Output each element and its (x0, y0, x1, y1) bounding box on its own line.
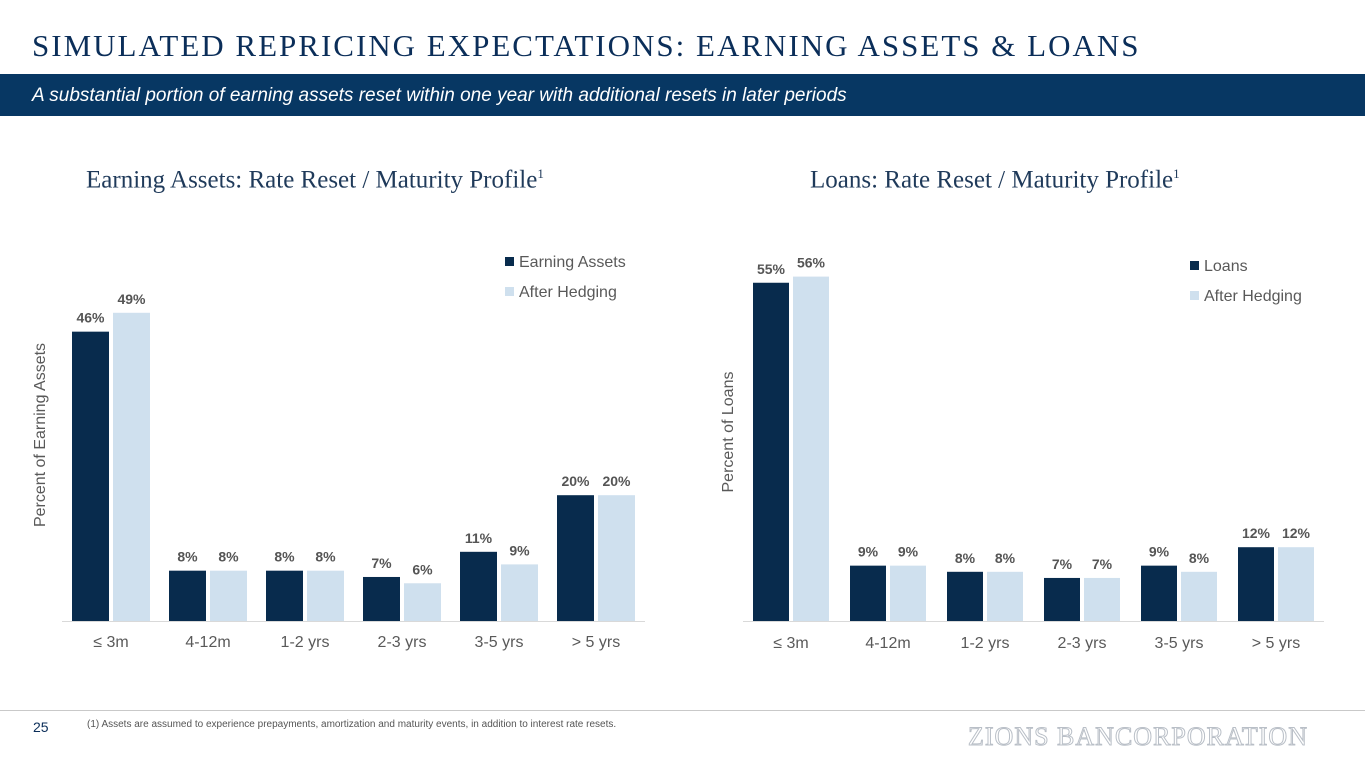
loans-category-label-5: > 5 yrs (1252, 635, 1300, 652)
earning-data-label-primary-4: 11% (465, 530, 493, 546)
earning-data-label-hedged-2: 8% (315, 549, 336, 565)
loans-bar-hedged-2 (987, 571, 1023, 621)
page-number: 25 (33, 719, 49, 735)
earning-bar-primary-1 (169, 570, 206, 621)
footnote: (1) Assets are assumed to experience pre… (87, 719, 617, 730)
earning-data-label-hedged-3: 6% (412, 561, 433, 577)
loans-chart-title: Loans: Rate Reset / Maturity Profile1 (810, 166, 1180, 194)
loans-category-label-3: 2-3 yrs (1058, 635, 1107, 652)
earning-legend-swatch-0 (505, 257, 514, 266)
earning-data-label-hedged-5: 20% (602, 473, 631, 489)
earning-bar-hedged-5 (598, 495, 635, 621)
loans-data-label-hedged-3: 7% (1092, 556, 1113, 572)
footer-divider (0, 710, 1365, 711)
earning-bar-primary-2 (266, 570, 303, 621)
earning-legend-label-0: Earning Assets (519, 254, 626, 271)
earning-bar-hedged-1 (210, 570, 247, 621)
loans-legend-label-0: Loans (1204, 258, 1248, 275)
company-logo: ZIONS BANCORPORATION (968, 722, 1308, 752)
earning-category-label-5: > 5 yrs (572, 634, 620, 651)
loans-category-label-1: 4-12m (865, 635, 910, 652)
loans-data-label-primary-4: 9% (1149, 544, 1170, 560)
earning-bar-hedged-0 (113, 312, 150, 621)
loans-bar-hedged-5 (1278, 547, 1314, 621)
loans-bar-primary-3 (1044, 577, 1080, 621)
loans-data-label-primary-5: 12% (1242, 525, 1271, 541)
earning-bar-primary-0 (72, 331, 109, 621)
loans-data-label-primary-3: 7% (1052, 556, 1073, 572)
loans-category-label-2: 1-2 yrs (961, 635, 1010, 652)
loans-bar-primary-2 (947, 571, 983, 621)
earning-legend-label-1: After Hedging (519, 284, 617, 301)
loans-data-label-hedged-5: 12% (1282, 525, 1311, 541)
earning-bar-hedged-3 (404, 583, 441, 621)
earning-category-label-2: 1-2 yrs (281, 634, 330, 651)
earning-data-label-primary-2: 8% (274, 549, 295, 565)
loans-data-label-primary-2: 8% (955, 550, 976, 566)
loans-bar-primary-0 (753, 282, 789, 621)
loans-bar-primary-1 (850, 565, 886, 621)
earning-data-label-primary-1: 8% (177, 549, 198, 565)
earning-bar-hedged-4 (501, 564, 538, 621)
earning-bar-primary-4 (460, 551, 497, 621)
earning-bar-primary-5 (557, 495, 594, 621)
earning-data-label-primary-0: 46% (76, 310, 105, 326)
earning-category-label-3: 2-3 yrs (378, 634, 427, 651)
earning-y-axis-label: Percent of Earning Assets (32, 343, 49, 527)
earning-data-label-primary-3: 7% (371, 555, 392, 571)
earning-legend-swatch-1 (505, 287, 514, 296)
loans-bar-primary-5 (1238, 547, 1274, 621)
loans-data-label-hedged-1: 9% (898, 544, 919, 560)
loans-data-label-hedged-0: 56% (797, 255, 826, 271)
earning-data-label-hedged-1: 8% (218, 549, 239, 565)
loans-bar-hedged-1 (890, 565, 926, 621)
loans-bar-primary-4 (1141, 565, 1177, 621)
page-title: SIMULATED REPRICING EXPECTATIONS: EARNIN… (32, 28, 1141, 63)
loans-bar-hedged-0 (793, 276, 829, 621)
loans-data-label-primary-1: 9% (858, 544, 879, 560)
earning-data-label-hedged-4: 9% (509, 542, 530, 558)
earning-bar-primary-3 (363, 576, 400, 621)
earning-category-label-1: 4-12m (185, 634, 230, 651)
loans-legend-swatch-1 (1190, 291, 1199, 300)
loans-bar-hedged-4 (1181, 571, 1217, 621)
loans-y-axis-label: Percent of Loans (720, 372, 737, 493)
loans-legend-swatch-0 (1190, 261, 1199, 270)
loans-bar-hedged-3 (1084, 577, 1120, 621)
loans-legend-label-1: After Hedging (1204, 288, 1302, 305)
earning-assets-chart-title: Earning Assets: Rate Reset / Maturity Pr… (86, 166, 544, 194)
loans-data-label-primary-0: 55% (757, 261, 786, 277)
earning-data-label-primary-5: 20% (561, 473, 590, 489)
earning-category-label-4: 3-5 yrs (475, 634, 524, 651)
earning-data-label-hedged-0: 49% (117, 291, 146, 307)
loans-category-label-4: 3-5 yrs (1155, 635, 1204, 652)
subtitle-banner: A substantial portion of earning assets … (0, 74, 1365, 116)
subtitle-text: A substantial portion of earning assets … (32, 85, 847, 106)
earning-bar-hedged-2 (307, 570, 344, 621)
loans-data-label-hedged-2: 8% (995, 550, 1016, 566)
loans-data-label-hedged-4: 8% (1189, 550, 1210, 566)
loans-category-label-0: ≤ 3m (773, 635, 808, 652)
earning-category-label-0: ≤ 3m (93, 634, 128, 651)
